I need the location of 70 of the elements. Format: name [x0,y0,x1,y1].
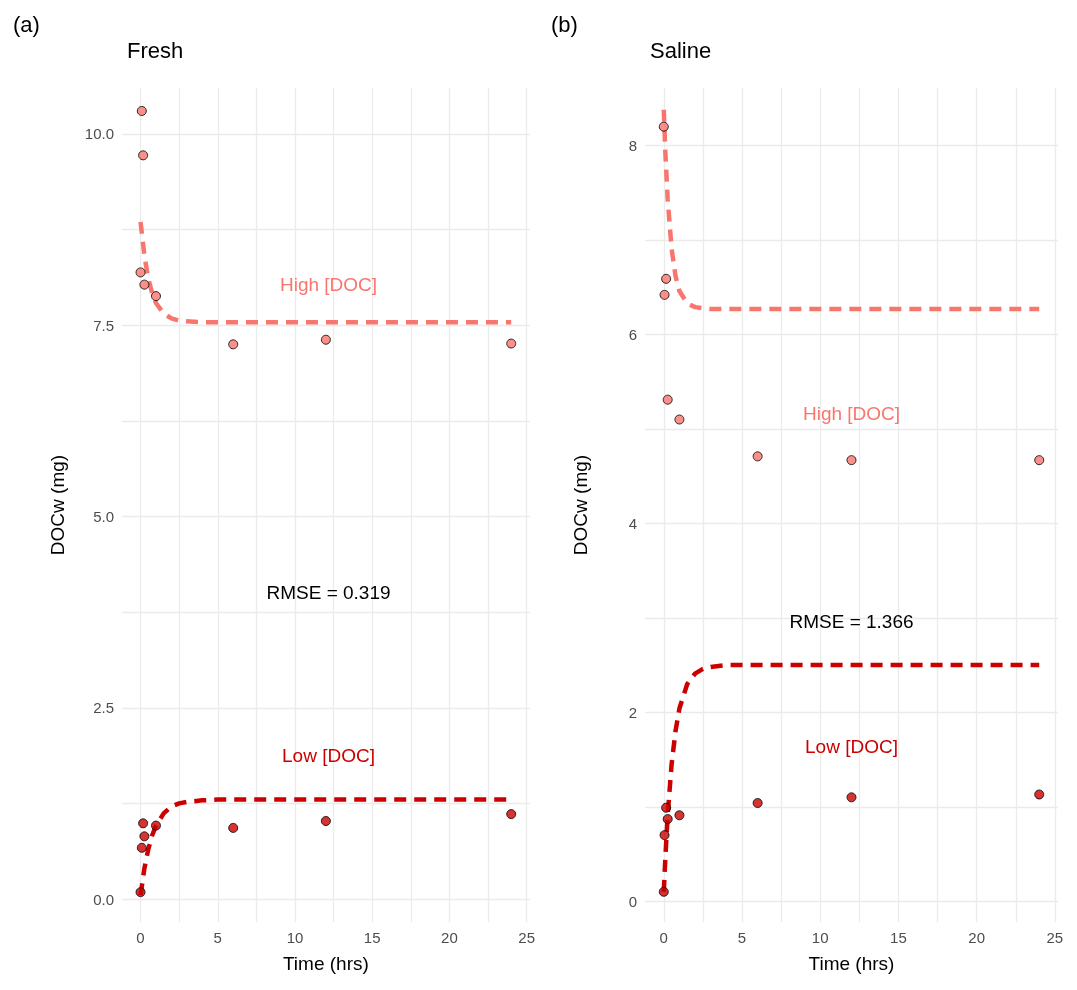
point [846,455,857,466]
point [662,814,673,825]
x-tick-label: 5 [213,929,222,946]
point [661,802,672,813]
point [674,414,685,425]
x-axis-title: Time (hrs) [282,953,369,974]
point [658,886,669,897]
point [135,267,146,278]
chart-subtitle: Fresh [127,37,184,63]
annotation: RMSE = 0.319 [266,582,391,604]
point [846,792,857,803]
x-tick-label: 20 [968,929,985,946]
x-tick-label: 25 [1046,929,1064,946]
point [1034,789,1045,800]
annotation: Low [DOC] [282,744,375,766]
point [661,273,672,284]
line-series [138,219,514,325]
y-axis-title: DOCw (mg) [47,454,68,556]
y-tick-label: 2.5 [93,699,114,717]
point [659,830,670,841]
x-tick-label: 25 [518,929,535,946]
line-series [661,107,1042,312]
point [138,150,149,161]
chart-title: (a) [13,11,40,37]
point [674,810,685,821]
x-tick-label: 10 [286,929,304,946]
x-tick-label: 20 [441,929,458,946]
annotation: RMSE = 1.366 [789,611,914,633]
point [135,887,146,898]
y-tick-label: 4 [628,514,637,532]
point [320,334,331,345]
y-tick-label: 7.5 [93,316,114,334]
chart-title: (b) [551,11,578,37]
x-tick-label: 15 [890,929,907,946]
point [138,818,149,829]
annotation: High [DOC] [279,274,378,296]
y-tick-label: 6 [628,326,637,344]
y-tick-label: 5.0 [93,507,114,525]
point [662,394,673,405]
point [506,338,517,349]
chart-subtitle: Saline [650,37,712,63]
annotation: Low [DOC] [805,736,898,758]
y-tick-label: 8 [628,137,637,155]
point [150,820,161,831]
point [659,289,670,300]
x-tick-label: 10 [811,929,829,946]
annotation: High [DOC] [802,402,901,424]
point [150,291,161,302]
point [228,339,239,350]
point [1034,455,1045,466]
x-tick-label: 0 [136,929,145,946]
point [506,809,517,820]
point [752,451,763,462]
point [228,822,239,833]
x-tick-label: 0 [659,929,668,946]
x-axis-title: Time (hrs) [808,953,895,974]
point [752,797,763,808]
point [320,816,331,826]
y-tick-label: 10.0 [84,125,114,143]
point [139,279,150,290]
point [139,831,150,842]
y-tick-label: 2 [628,703,637,721]
point [658,121,669,132]
y-tick-label: 0 [628,892,637,910]
point [136,842,147,853]
y-axis-title: DOCw (mg) [570,454,591,556]
y-tick-label: 0.0 [93,890,114,908]
point [136,105,147,116]
x-tick-label: 15 [363,929,381,946]
x-tick-label: 5 [737,929,747,946]
